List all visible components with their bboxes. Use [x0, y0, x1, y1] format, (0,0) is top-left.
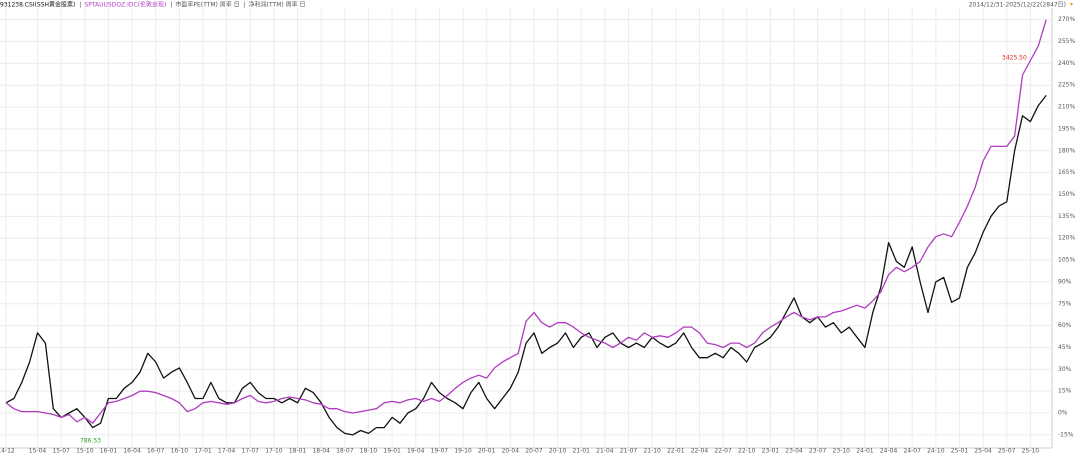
x-tick-label: 21-07 [620, 448, 638, 455]
x-tick-label: 17-01 [194, 448, 212, 455]
y-tick-label: 225% [1058, 82, 1075, 89]
y-tick-label: 120% [1058, 235, 1075, 242]
grid [0, 8, 1052, 448]
annotation: 3425.50 [1002, 55, 1027, 62]
separator: | [79, 2, 81, 9]
x-tick-label: 23-04 [785, 448, 803, 455]
y-tick-label: 165% [1058, 169, 1075, 176]
x-tick-label: 25-07 [998, 448, 1016, 455]
x-tick-label: 24-04 [880, 448, 898, 455]
y-tick-label: 195% [1058, 125, 1075, 132]
header: 931238.CSI(SSH黄金股票) | SPTAUUSDOZ.IDC(伦敦金现)… [0, 1, 306, 9]
x-tick-label: 21-10 [643, 448, 661, 455]
x-tick-label: 14-12 [0, 448, 15, 455]
header-item: 净利润(TTM) 周率 日 [249, 1, 306, 9]
x-tick-label: 16-01 [100, 448, 118, 455]
legend-entry[interactable]: 931238.CSI(SSH黄金股票) [0, 1, 75, 9]
y-tick-label: 150% [1058, 191, 1075, 198]
x-tick-label: 19-04 [407, 448, 425, 455]
y-tick-label: 30% [1058, 366, 1072, 373]
series-line [5, 95, 1047, 436]
x-tick-label: 19-01 [383, 448, 401, 455]
x-tick-label: 22-07 [714, 448, 732, 455]
separator: | [244, 2, 246, 9]
annotation: 786.53 [80, 438, 101, 445]
y-tick-label: 105% [1058, 257, 1075, 264]
y-tick-label: 45% [1058, 344, 1072, 351]
x-tick-label: 21-04 [596, 448, 614, 455]
x-tick-label: 21-01 [573, 448, 591, 455]
y-tick-label: 75% [1058, 300, 1072, 307]
x-tick-label: 16-10 [171, 448, 189, 455]
x-tick-label: 24-07 [903, 448, 921, 455]
x-tick-label: 18-07 [336, 448, 354, 455]
y-tick-label: 60% [1058, 322, 1072, 329]
x-tick-label: 22-04 [691, 448, 709, 455]
x-tick-label: 24-01 [856, 448, 874, 455]
x-tick-label: 23-01 [762, 448, 780, 455]
dropdown-icon[interactable] [1070, 3, 1073, 6]
x-tick-label: 25-01 [951, 448, 969, 455]
y-tick-label: 15% [1058, 388, 1072, 395]
x-tick-label: 18-10 [360, 448, 378, 455]
y-tick-label: 270% [1058, 16, 1075, 23]
legend-entry[interactable]: SPTAUUSDOZ.IDC(伦敦金现) [84, 1, 166, 9]
x-tick-label: 25-10 [1022, 448, 1040, 455]
x-tick-label: 18-04 [312, 448, 330, 455]
x-tick-label: 15-07 [52, 448, 70, 455]
y-tick-label: -15% [1058, 431, 1074, 438]
header-item: 市盈率PE(TTM) 周率 日 [175, 1, 239, 9]
x-tick-label: 16-04 [123, 448, 141, 455]
x-tick-label: 15-10 [76, 448, 94, 455]
x-tick-label: 22-10 [738, 448, 756, 455]
date-range: 2014/12/31-2025/12/22(2847日) [969, 2, 1066, 9]
x-tick-label: 17-10 [265, 448, 283, 455]
x-tick-label: 23-10 [833, 448, 851, 455]
x-tick-label: 17-04 [218, 448, 236, 455]
x-tick-label: 19-10 [454, 448, 472, 455]
x-tick-label: 15-04 [29, 448, 47, 455]
x-tick-label: 20-10 [549, 448, 567, 455]
x-tick-label: 23-07 [809, 448, 827, 455]
x-tick-label: 16-07 [147, 448, 165, 455]
x-tick-label: 20-01 [478, 448, 496, 455]
x-tick-label: 24-10 [927, 448, 945, 455]
x-tick-label: 25-04 [974, 448, 992, 455]
y-tick-label: 0% [1058, 410, 1068, 417]
x-tick-label: 18-01 [289, 448, 307, 455]
x-tick-label: 20-07 [525, 448, 543, 455]
y-tick-label: 210% [1058, 104, 1075, 111]
y-tick-label: 255% [1058, 38, 1075, 45]
series-line [5, 19, 1047, 424]
x-tick-label: 17-07 [242, 448, 260, 455]
separator: | [170, 2, 172, 9]
y-tick-label: 90% [1058, 278, 1072, 285]
x-tick-label: 19-07 [431, 448, 449, 455]
y-tick-label: 240% [1058, 60, 1075, 67]
y-tick-label: 135% [1058, 213, 1075, 220]
x-tick-label: 20-04 [502, 448, 520, 455]
x-tick-label: 22-01 [667, 448, 685, 455]
y-tick-label: 180% [1058, 147, 1075, 154]
